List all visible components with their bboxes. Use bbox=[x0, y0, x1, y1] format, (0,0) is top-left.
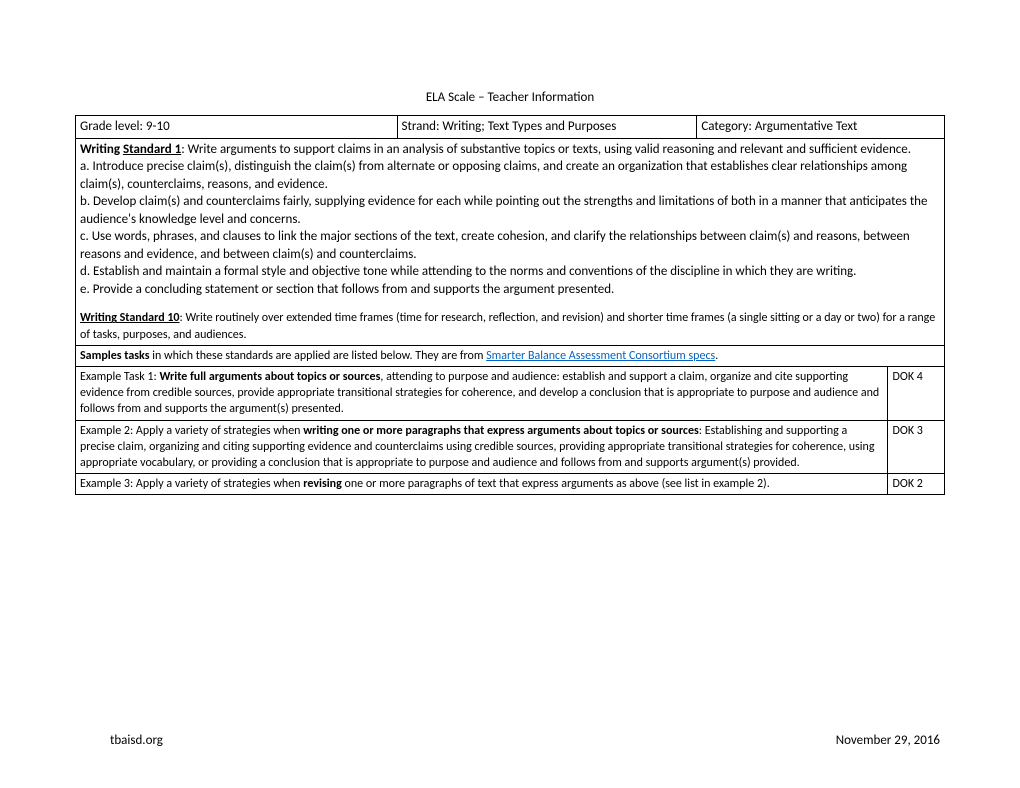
task-2-bold: writing one or more paragraphs that expr… bbox=[303, 424, 699, 438]
samples-link[interactable]: Smarter Balance Assessment Consortium sp… bbox=[486, 349, 715, 363]
table-header-row: Grade level: 9-10 Strand: Writing; Text … bbox=[76, 116, 945, 139]
grade-level-cell: Grade level: 9-10 bbox=[76, 116, 398, 139]
standard-1-c: c. Use words, phrases, and clauses to li… bbox=[80, 228, 940, 263]
standard-1-b: b. Develop claim(s) and counterclaims fa… bbox=[80, 193, 940, 228]
task-3-prefix: Example 3: Apply a variety of strategies… bbox=[80, 477, 303, 491]
standards-table: Grade level: 9-10 Strand: Writing; Text … bbox=[75, 115, 945, 495]
standard-10-label: Writing Standard 10 bbox=[80, 311, 180, 325]
standard-1-e: e. Provide a concluding statement or sec… bbox=[80, 281, 940, 299]
footer-left: tbaisd.org bbox=[110, 733, 163, 748]
samples-label: Samples tasks bbox=[80, 349, 150, 363]
samples-intro: in which these standards are applied are… bbox=[150, 349, 487, 363]
standard-1-prefix: Writing bbox=[80, 142, 123, 157]
page-footer: tbaisd.org November 29, 2016 bbox=[110, 733, 940, 748]
page-title: ELA Scale – Teacher Information bbox=[75, 90, 945, 105]
task-2-prefix: Example 2: Apply a variety of strategies… bbox=[80, 424, 303, 438]
standard-1-intro: : Write arguments to support claims in a… bbox=[181, 142, 911, 157]
task-3-bold: revising bbox=[303, 477, 342, 491]
task-1-dok: DOK 4 bbox=[888, 367, 945, 421]
standard-1-a: a. Introduce precise claim(s), distingui… bbox=[80, 158, 940, 193]
task-3-rest: one or more paragraphs of text that expr… bbox=[342, 477, 770, 491]
samples-row: Samples tasks in which these standards a… bbox=[76, 345, 945, 366]
samples-cell: Samples tasks in which these standards a… bbox=[76, 345, 945, 366]
task-2-row: Example 2: Apply a variety of strategies… bbox=[76, 420, 945, 474]
category-cell: Category: Argumentative Text bbox=[697, 116, 945, 139]
task-2-cell: Example 2: Apply a variety of strategies… bbox=[76, 420, 888, 474]
samples-suffix: . bbox=[715, 349, 718, 363]
task-3-cell: Example 3: Apply a variety of strategies… bbox=[76, 474, 888, 495]
task-3-row: Example 3: Apply a variety of strategies… bbox=[76, 474, 945, 495]
standard-1-label: Standard 1 bbox=[123, 142, 181, 157]
standard-10-block: Writing Standard 10: Write routinely ove… bbox=[80, 310, 940, 342]
task-2-dok: DOK 3 bbox=[888, 420, 945, 474]
task-1-bold: Write full arguments about topics or sou… bbox=[159, 370, 380, 384]
standard-10-text: : Write routinely over extended time fra… bbox=[80, 311, 935, 341]
standard-1-cell: Writing Standard 1: Write arguments to s… bbox=[76, 138, 945, 345]
footer-right: November 29, 2016 bbox=[836, 733, 940, 748]
task-3-dok: DOK 2 bbox=[888, 474, 945, 495]
standard-1-row: Writing Standard 1: Write arguments to s… bbox=[76, 138, 945, 345]
standard-1-d: d. Establish and maintain a formal style… bbox=[80, 263, 940, 281]
task-1-prefix: Example Task 1: bbox=[80, 370, 159, 384]
task-1-cell: Example Task 1: Write full arguments abo… bbox=[76, 367, 888, 421]
task-1-row: Example Task 1: Write full arguments abo… bbox=[76, 367, 945, 421]
strand-cell: Strand: Writing; Text Types and Purposes bbox=[397, 116, 697, 139]
